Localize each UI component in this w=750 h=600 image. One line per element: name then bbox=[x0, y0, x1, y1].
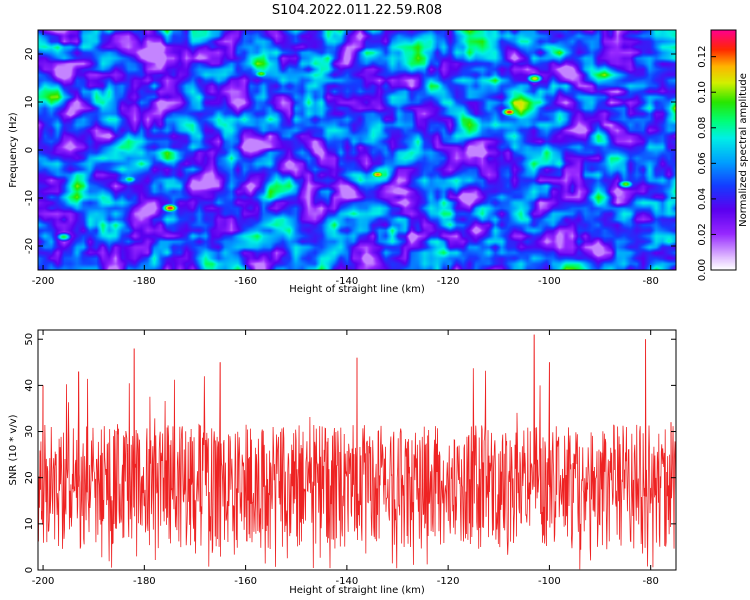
snr-peak-spikes bbox=[42, 334, 672, 487]
snr-y-tick-label: 40 bbox=[24, 379, 35, 392]
colorbar-tick-label: 0.12 bbox=[697, 46, 708, 68]
heatmap-y-tick-label: 0 bbox=[24, 147, 35, 153]
colorbar-gradient bbox=[711, 30, 736, 270]
snr-y-tick-label: 20 bbox=[24, 471, 35, 484]
snr-x-tick-label: -160 bbox=[234, 576, 257, 587]
colorbar-tick-label: 0.00 bbox=[697, 259, 708, 281]
heatmap-y-ticks: -20 -10 0 10 20 bbox=[24, 48, 676, 254]
snr-y-tick-label: 30 bbox=[24, 425, 35, 438]
heatmap-panel: -200 -180 -160 -140 -120 -100 -80 -20-1001020 … bbox=[8, 29, 677, 295]
snr-y-label: SNR (10 * v/v) bbox=[8, 414, 19, 485]
snr-panel: -200 -180 -160 -140 -120 -100 -80 01020304050 … bbox=[8, 329, 677, 596]
heatmap-y-tick-label: 10 bbox=[24, 96, 35, 109]
colorbar-tick-label: 0.04 bbox=[697, 188, 708, 210]
snr-x-ticks: -200 -180 -160 -140 -120 -100 -80 bbox=[32, 330, 659, 587]
heatmap-y-label: Frequency (Hz) bbox=[8, 112, 19, 188]
snr-x-tick-label: -140 bbox=[336, 576, 359, 587]
snr-x-tick-label: -100 bbox=[538, 576, 561, 587]
heatmap-x-tick-label: -140 bbox=[336, 276, 359, 287]
heatmap-x-tick-label: -200 bbox=[32, 276, 55, 287]
heatmap-x-tick-label: -160 bbox=[234, 276, 257, 287]
colorbar-tick-label: 0.06 bbox=[697, 152, 708, 174]
heatmap-x-tick-label: -80 bbox=[643, 276, 659, 287]
snr-x-tick-label: -200 bbox=[32, 576, 55, 587]
snr-x-tick-label: -180 bbox=[133, 576, 156, 587]
colorbar-tick-label: 0.08 bbox=[697, 117, 708, 139]
heatmap-x-ticks: -200 -180 -160 -140 -120 -100 -80 bbox=[32, 30, 659, 287]
colorbar-tick-label: 0.02 bbox=[697, 223, 708, 245]
snr-y-tick-label: 0 bbox=[24, 567, 35, 573]
colorbar-tick-label: 0.10 bbox=[697, 81, 708, 103]
snr-y-tick-label: 50 bbox=[24, 333, 35, 346]
figure-title: S104.2022.011.22.59.R08 bbox=[272, 3, 442, 18]
snr-x-tick-label: -80 bbox=[643, 576, 659, 587]
heatmap-x-label: Height of straight line (km) bbox=[289, 284, 425, 295]
colorbar: 0.00 0.02 0.04 0.06 0.08 0.10 0.12 Normalized … bbox=[697, 29, 749, 281]
heatmap-x-tick-label: -120 bbox=[437, 276, 460, 287]
colorbar-ticks: 0.00 0.02 0.04 0.06 0.08 0.10 0.12 bbox=[697, 46, 716, 281]
heatmap-y-tick-label: -20 bbox=[24, 238, 35, 254]
heatmap-x-tick-label: -100 bbox=[538, 276, 561, 287]
heatmap-y-tick-label: -10 bbox=[24, 190, 35, 206]
snr-frame-outline bbox=[37, 329, 677, 571]
colorbar-frame bbox=[710, 29, 737, 271]
colorbar-label: Normalized spectral amplitude bbox=[738, 73, 749, 227]
snr-series-line bbox=[37, 334, 677, 570]
heatmap-area bbox=[38, 30, 676, 270]
heatmap-x-tick-label: -180 bbox=[133, 276, 156, 287]
snr-x-label: Height of straight line (km) bbox=[289, 585, 425, 596]
snr-x-tick-label: -120 bbox=[437, 576, 460, 587]
snr-y-tick-label: 10 bbox=[24, 517, 35, 530]
heatmap-y-tick-label: 20 bbox=[24, 48, 35, 61]
